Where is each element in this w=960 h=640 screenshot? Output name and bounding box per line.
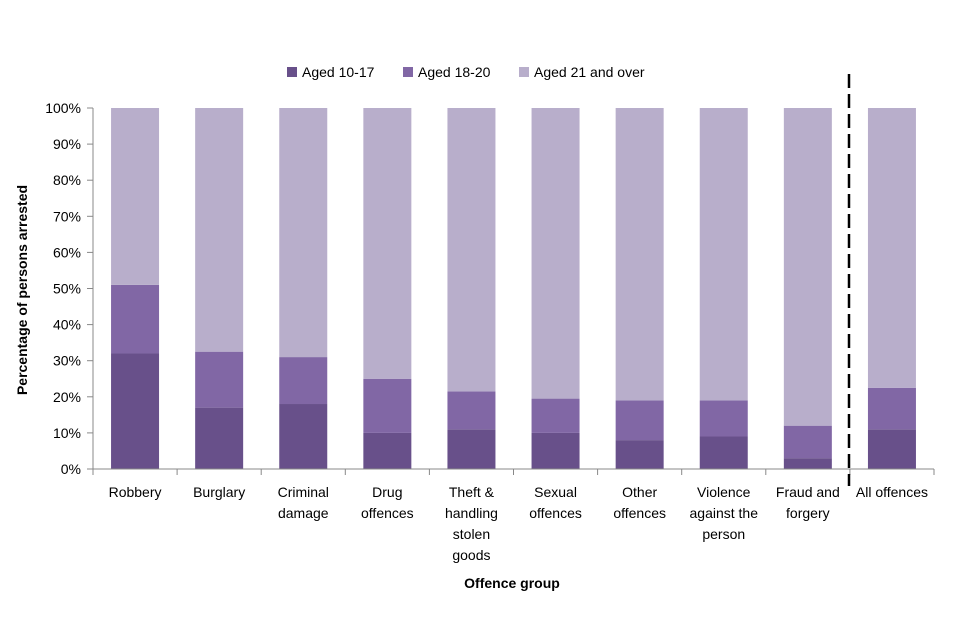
bar-segment: [111, 353, 160, 469]
x-tick-label-line: stolen: [453, 526, 490, 542]
x-axis-title: Offence group: [464, 575, 560, 591]
bar-segment: [615, 400, 664, 441]
x-tick-label-line: offences: [529, 505, 582, 521]
bar-segment: [195, 407, 244, 469]
y-tick-label: 90%: [53, 136, 81, 152]
y-tick-label: 80%: [53, 172, 81, 188]
x-tick-label-line: handling: [445, 505, 498, 521]
bar-segment: [531, 398, 580, 433]
chart-legend: Aged 10-17 Aged 18-20 Aged 21 and over: [287, 64, 645, 80]
bar-segment: [111, 284, 160, 354]
y-tick-label: 30%: [53, 353, 81, 369]
bar-segment: [699, 108, 748, 401]
legend-label: Aged 10-17: [302, 64, 375, 80]
bar-segment: [111, 108, 160, 285]
x-axis: Robbery Burglary Criminal damage Drug offence…: [92, 468, 935, 563]
y-tick-label: 0%: [61, 461, 81, 477]
bar-stack: [195, 108, 244, 469]
y-axis: 0% 10% 20% 30% 40% 50% 60% 70% 80% 90% 100%: [45, 100, 94, 477]
x-tick-label: Theft & handling stolen goods: [445, 484, 498, 563]
x-tick-label: Burglary: [193, 484, 245, 500]
bar-segment: [531, 108, 580, 399]
x-tick-label-line: person: [702, 526, 745, 542]
bar-segment: [447, 391, 496, 430]
bar-segment: [279, 357, 328, 405]
x-tick-label-line: Fraud and: [776, 484, 840, 500]
y-tick-label: 100%: [45, 100, 81, 116]
bar-segment: [615, 440, 664, 469]
x-tick-label-line: against the: [690, 505, 759, 521]
x-tick-label-line: Burglary: [193, 484, 245, 500]
bar-segment: [867, 387, 916, 430]
x-tick-label: Drug offences: [361, 484, 414, 521]
bar-segment: [615, 108, 664, 401]
y-tick-label: 40%: [53, 317, 81, 333]
bar-stack: [699, 108, 748, 469]
x-tick-label: Fraud and forgery: [776, 484, 840, 521]
y-axis-title: Percentage of persons arrested: [14, 185, 30, 395]
bar-segment: [783, 108, 832, 426]
bar-stack: [447, 108, 496, 469]
bar-stack: [111, 108, 160, 469]
bar-stack: [783, 108, 832, 469]
bar-stacks: [111, 108, 916, 469]
bar-segment: [279, 108, 328, 358]
bar-stack: [363, 108, 412, 469]
bar-segment: [867, 429, 916, 469]
bar-segment: [699, 400, 748, 437]
bar-stack: [615, 108, 664, 469]
bar-stack: [867, 108, 916, 469]
bar-segment: [447, 429, 496, 469]
x-tick-label-line: forgery: [786, 505, 830, 521]
x-tick-label-line: Drug: [372, 484, 402, 500]
x-tick-label-line: Other: [622, 484, 657, 500]
legend-label: Aged 21 and over: [534, 64, 645, 80]
y-tick-label: 60%: [53, 244, 81, 260]
bar-segment: [363, 378, 412, 433]
bar-segment: [363, 432, 412, 469]
x-tick-label-line: Violence: [697, 484, 751, 500]
legend-label: Aged 18-20: [418, 64, 491, 80]
x-tick-label: Sexual offences: [529, 484, 582, 521]
x-tick-label-line: damage: [278, 505, 329, 521]
bar-segment: [447, 108, 496, 392]
x-tick-label-line: offences: [613, 505, 666, 521]
x-tick-label-line: offences: [361, 505, 414, 521]
x-tick-label-line: Sexual: [534, 484, 577, 500]
bar-segment: [531, 432, 580, 469]
x-tick-label: Robbery: [109, 484, 162, 500]
y-tick-label: 50%: [53, 281, 81, 297]
y-tick-label: 10%: [53, 425, 81, 441]
bar-segment: [867, 108, 916, 388]
bar-stack: [531, 108, 580, 469]
x-tick-label: All offences: [856, 484, 928, 500]
x-tick-label: Violence against the person: [690, 484, 759, 542]
legend-swatch: [403, 67, 413, 77]
x-tick-label-line: goods: [452, 547, 490, 563]
legend-swatch: [287, 67, 297, 77]
y-tick-label: 20%: [53, 389, 81, 405]
bar-segment: [783, 458, 832, 469]
x-tick-label-line: All offences: [856, 484, 928, 500]
bar-segment: [363, 108, 412, 379]
y-tick-label: 70%: [53, 208, 81, 224]
legend-swatch: [519, 67, 529, 77]
bar-segment: [195, 351, 244, 408]
x-tick-label-line: Robbery: [109, 484, 162, 500]
x-tick-label-line: Criminal: [278, 484, 329, 500]
bar-segment: [783, 425, 832, 459]
bar-segment: [195, 108, 244, 352]
bar-stack: [279, 108, 328, 469]
x-tick-label-line: Theft &: [449, 484, 495, 500]
bar-segment: [279, 404, 328, 469]
bar-segment: [699, 436, 748, 469]
x-tick-label: Other offences: [613, 484, 666, 521]
x-tick-label: Criminal damage: [278, 484, 329, 521]
